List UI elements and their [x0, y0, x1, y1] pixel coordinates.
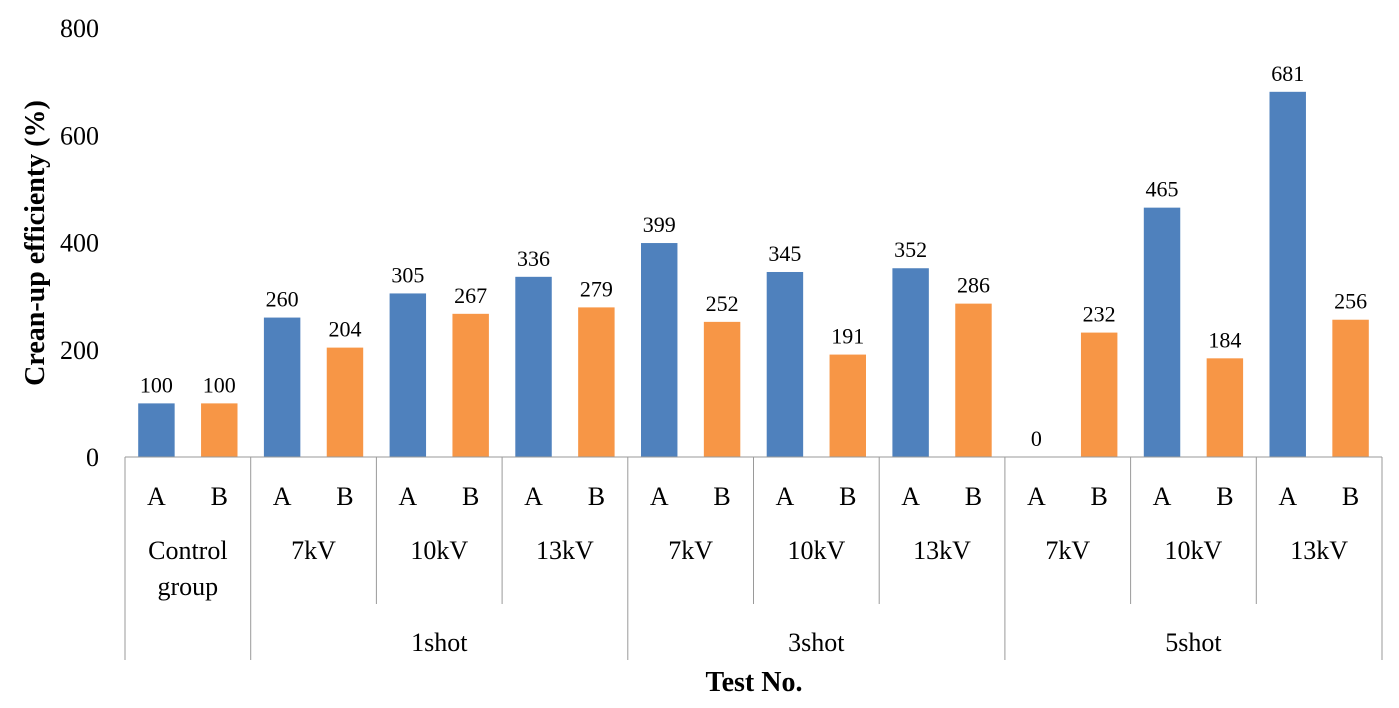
y-tick-label: 800 [60, 14, 99, 43]
x-shot-label: 5shot [1165, 628, 1222, 657]
x-sub-label: B [1216, 482, 1233, 511]
x-group-label: 7kV [291, 536, 336, 565]
x-group-label: 13kV [1290, 536, 1348, 565]
data-label-14: 286 [957, 273, 990, 298]
x-sub-label: A [1278, 482, 1297, 511]
x-group-label: 13kV [913, 536, 971, 565]
x-sub-label: B [839, 482, 856, 511]
data-label-10: 252 [706, 291, 739, 316]
data-label-11: 345 [768, 241, 801, 266]
x-sub-label: B [713, 482, 730, 511]
bar-13 [892, 268, 929, 457]
x-sub-label: A [901, 482, 920, 511]
data-label-3: 260 [266, 287, 299, 312]
x-group-label: 10kV [787, 536, 845, 565]
x-sub-label: A [147, 482, 166, 511]
bar-1 [138, 403, 175, 458]
x-shot-label: 1shot [411, 628, 468, 657]
x-group-label: 13kV [536, 536, 594, 565]
data-label-15: 0 [1031, 426, 1042, 451]
data-label-6: 267 [454, 283, 487, 308]
x-axis-title: Test No. [706, 667, 803, 698]
bar-3 [263, 317, 301, 457]
data-label-12: 191 [831, 324, 864, 349]
data-label-16: 232 [1083, 302, 1116, 327]
bar-2 [201, 403, 238, 458]
data-label-7: 336 [517, 246, 550, 271]
bar-17 [1143, 207, 1181, 457]
data-label-5: 305 [391, 262, 424, 287]
bars [138, 91, 1369, 458]
x-group-label: 7kV [1045, 536, 1090, 565]
data-label-17: 465 [1146, 177, 1179, 202]
x-sub-label: A [650, 482, 669, 511]
bar-5 [389, 293, 427, 457]
bar-8 [578, 307, 615, 457]
data-label-19: 681 [1271, 61, 1304, 86]
y-tick-label: 600 [60, 121, 99, 150]
x-sub-label: B [965, 482, 982, 511]
bar-12 [829, 354, 866, 457]
x-group-label: 7kV [668, 536, 713, 565]
x-group-label: Control [148, 536, 227, 565]
y-axis: 0 200 400 600 800 [60, 14, 99, 472]
data-label-20: 256 [1334, 289, 1367, 314]
x-sub-label: A [1027, 482, 1046, 511]
x-sub-label: B [1091, 482, 1108, 511]
bar-6 [452, 313, 489, 457]
x-sub-label: A [1153, 482, 1172, 511]
data-label-4: 204 [328, 317, 361, 342]
bar-9 [641, 243, 678, 457]
data-label-1: 100 [140, 372, 173, 397]
x-sub-label: B [1342, 482, 1359, 511]
bar-11 [766, 271, 804, 457]
bar-14 [955, 303, 992, 457]
bar-19 [1269, 91, 1306, 457]
x-group-label: 10kV [410, 536, 468, 565]
data-label-8: 279 [580, 276, 613, 301]
x-sub-label: B [336, 482, 353, 511]
data-label-9: 399 [643, 212, 676, 237]
data-label-18: 184 [1208, 327, 1241, 352]
x-sub-label: B [588, 482, 605, 511]
x-sub-label: B [211, 482, 228, 511]
bar-18 [1206, 358, 1244, 457]
x-sub-label: B [462, 482, 479, 511]
bar-4 [326, 347, 364, 457]
x-sub-label: A [524, 482, 543, 511]
y-tick-label: 400 [60, 229, 99, 258]
x-sub-label: A [398, 482, 417, 511]
bar-20 [1332, 319, 1369, 457]
data-labels: 100 100 260 204 305 267 336 279 399 252 345 191 352 2… [140, 61, 1367, 451]
x-sub-label: A [776, 482, 795, 511]
data-label-13: 352 [894, 237, 927, 262]
bar-16 [1080, 332, 1118, 457]
y-axis-title: Crean-up efficienty (%) [20, 100, 51, 386]
x-group-label: group [158, 572, 219, 601]
x-group-label: 10kV [1165, 536, 1223, 565]
x-shot-label: 3shot [788, 628, 845, 657]
bar-7 [515, 276, 552, 457]
bar-10 [703, 321, 741, 457]
data-label-2: 100 [203, 372, 236, 397]
x-sub-label: A [273, 482, 292, 511]
y-tick-label: 200 [60, 336, 99, 365]
y-tick-label: 0 [86, 443, 99, 472]
x-axis: A B A B A B A B A B A B A B A B A B A B Control group 7kV 10kV 1… [124, 456, 1383, 660]
